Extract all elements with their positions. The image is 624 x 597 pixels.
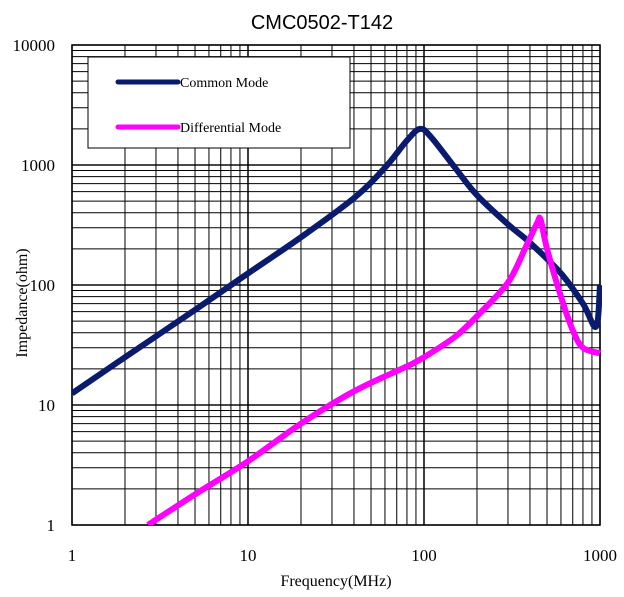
x-tick-label: 100 — [411, 546, 437, 565]
x-axis-label: Frequency(MHz) — [280, 573, 391, 590]
x-tick-label: 1000 — [583, 546, 617, 565]
series-line-differential-mode — [146, 214, 601, 525]
x-tick-label: 1 — [68, 546, 77, 565]
legend-label-differential-mode: Differential Mode — [180, 121, 281, 136]
y-tick-label: 100 — [30, 276, 56, 295]
tick-labels: 1 10 100 1000 1 10 100 1000 10000 — [13, 36, 618, 565]
legend-box — [87, 56, 351, 149]
legend: Common Mode Differential Mode — [87, 56, 351, 149]
y-tick-label: 10000 — [13, 36, 56, 55]
legend-label-common-mode: Common Mode — [180, 76, 268, 91]
y-tick-label: 10 — [38, 396, 55, 415]
x-tick-label: 10 — [240, 546, 257, 565]
y-tick-label: 1000 — [21, 156, 55, 175]
y-tick-label: 1 — [47, 516, 56, 535]
series-line-common-mode — [72, 125, 602, 396]
chart-title: CMC0502-T142 — [251, 12, 393, 34]
y-axis-label: Impedance(ohm) — [14, 248, 31, 357]
series-lines — [72, 125, 602, 525]
